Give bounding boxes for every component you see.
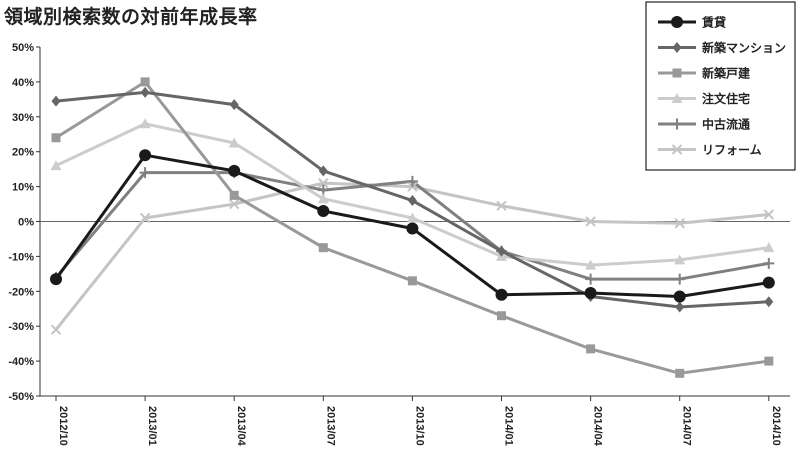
data-point-x [50, 324, 62, 335]
data-point-diamond [764, 296, 774, 308]
y-tick-label: -10% [8, 251, 34, 263]
data-point-square [318, 243, 328, 253]
data-point-x [585, 216, 596, 227]
data-point-plus [585, 273, 597, 285]
y-tick-label: 20% [12, 147, 34, 159]
data-point-diamond [229, 99, 239, 111]
data-point-circle [673, 290, 686, 303]
data-point-square [407, 276, 417, 286]
data-point-triangle [406, 212, 418, 223]
data-point-square [672, 68, 682, 78]
data-point-x [674, 218, 685, 229]
chart-axes: 50% 40% 30% 20% 10% 0% -10% -20% -30% -40% -50% 201… [8, 42, 790, 447]
data-point-x [318, 177, 329, 189]
data-point-x [228, 198, 240, 210]
x-tick-label: 2014/07 [681, 406, 693, 446]
data-point-x [671, 144, 683, 155]
data-point-x [496, 200, 507, 212]
data-point-triangle [674, 254, 686, 265]
legend-label: 新築マンション [702, 40, 786, 55]
data-point-square [764, 356, 774, 366]
data-point-circle [139, 149, 152, 162]
x-tick-label: 2014/10 [770, 406, 782, 446]
y-tick-label: 50% [12, 42, 34, 54]
data-point-triangle [228, 137, 240, 148]
data-point-diamond [497, 245, 506, 257]
data-point-x [139, 212, 151, 224]
legend-label: リフォーム [702, 143, 762, 157]
y-tick-label: 40% [12, 77, 34, 89]
data-point-plus [763, 257, 775, 269]
y-tick-label: 30% [12, 112, 34, 124]
data-point-square [675, 368, 685, 378]
data-point-circle [671, 16, 683, 28]
data-point-square [51, 133, 61, 143]
data-point-square [586, 344, 596, 354]
data-point-triangle [317, 193, 329, 204]
y-tick-label: 0% [18, 217, 34, 229]
x-tick-label: 2013/04 [235, 406, 247, 447]
data-point-circle [317, 205, 330, 218]
data-point-triangle [139, 118, 151, 129]
x-tick-label: 2014/01 [503, 406, 515, 446]
series-markers [50, 77, 775, 378]
legend-label: 注文住宅 [702, 91, 750, 106]
x-tick-label: 2013/07 [324, 406, 336, 446]
data-point-circle [406, 222, 419, 235]
data-point-diamond [675, 301, 685, 313]
data-point-circle [762, 276, 775, 289]
data-point-square [497, 311, 506, 321]
chart-title: 領域別検索数の対前年成長率 [4, 6, 258, 28]
x-tick-label: 2013/10 [413, 406, 425, 446]
x-tick-label: 2014/04 [592, 406, 604, 447]
legend-label: 中古流通 [702, 117, 750, 132]
data-point-diamond [140, 86, 150, 98]
data-point-square [229, 190, 239, 200]
data-point-plus [674, 273, 686, 285]
data-point-diamond [318, 165, 328, 177]
y-tick-label: -30% [8, 321, 34, 333]
legend-box [645, 1, 796, 171]
data-point-diamond [51, 95, 61, 107]
data-point-diamond [407, 195, 417, 207]
y-tick-label: -40% [8, 356, 34, 368]
data-point-x [763, 209, 775, 220]
data-point-triangle [585, 259, 597, 270]
data-point-plus [671, 118, 683, 130]
data-point-triangle [671, 93, 683, 103]
data-point-circle [584, 287, 597, 300]
y-tick-label: -20% [8, 286, 34, 298]
legend-label: 賃貸 [701, 15, 726, 30]
x-tick-label: 2012/10 [57, 406, 69, 446]
x-tick-label: 2013/01 [146, 406, 158, 446]
data-point-plus [139, 167, 151, 179]
data-point-triangle [763, 242, 775, 253]
data-point-diamond [672, 42, 682, 53]
data-point-square [140, 77, 150, 87]
data-point-circle [50, 273, 62, 286]
data-point-circle [228, 164, 241, 177]
data-point-circle [495, 288, 508, 301]
y-tick-label: 10% [12, 182, 34, 194]
data-point-plus [406, 175, 418, 187]
y-tick-label: -50% [8, 391, 34, 403]
data-point-triangle [50, 160, 62, 171]
legend-label: 新築戸建 [702, 66, 751, 81]
